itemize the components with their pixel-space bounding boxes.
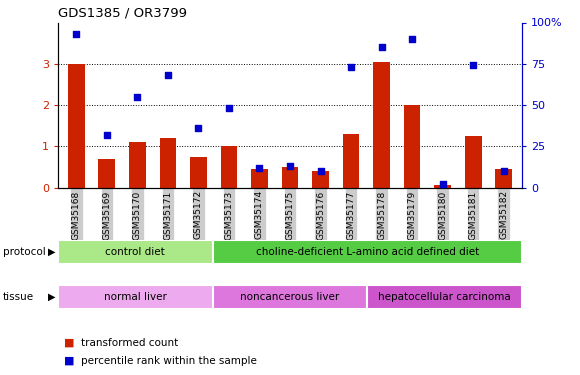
Text: normal liver: normal liver <box>104 292 167 302</box>
Point <box>499 168 508 174</box>
Bar <box>190 157 207 188</box>
Bar <box>312 171 329 188</box>
Bar <box>220 146 237 188</box>
Bar <box>465 136 481 188</box>
Bar <box>58 285 213 309</box>
Text: transformed count: transformed count <box>81 338 179 348</box>
Bar <box>343 134 360 188</box>
Point <box>469 62 478 68</box>
Bar <box>160 138 176 188</box>
Point <box>133 94 142 100</box>
Text: GDS1385 / OR3799: GDS1385 / OR3799 <box>58 7 187 20</box>
Text: ▶: ▶ <box>48 292 55 302</box>
Point <box>255 165 264 171</box>
Text: noncancerous liver: noncancerous liver <box>240 292 340 302</box>
Point <box>438 181 447 187</box>
Text: protocol: protocol <box>3 247 46 257</box>
Point <box>72 31 81 37</box>
Text: choline-deficient L-amino acid defined diet: choline-deficient L-amino acid defined d… <box>256 247 479 257</box>
Point <box>316 168 325 174</box>
Text: ▶: ▶ <box>48 247 55 257</box>
Point <box>163 72 172 78</box>
Bar <box>251 169 268 188</box>
Bar <box>282 167 298 188</box>
Bar <box>213 285 367 309</box>
Point <box>377 44 386 50</box>
Bar <box>213 240 522 264</box>
Bar <box>373 62 390 188</box>
Text: hepatocellular carcinoma: hepatocellular carcinoma <box>378 292 511 302</box>
Text: ■: ■ <box>64 356 74 366</box>
Point <box>194 125 203 131</box>
Bar <box>367 285 522 309</box>
Bar <box>404 105 420 188</box>
Text: tissue: tissue <box>3 292 34 302</box>
Bar <box>58 240 213 264</box>
Bar <box>99 159 115 188</box>
Bar <box>68 64 85 188</box>
Point <box>285 163 295 169</box>
Text: control diet: control diet <box>106 247 165 257</box>
Bar <box>129 142 146 188</box>
Text: percentile rank within the sample: percentile rank within the sample <box>81 356 257 366</box>
Point <box>102 132 111 138</box>
Point <box>224 105 234 111</box>
Bar <box>434 186 451 188</box>
Point <box>408 36 417 42</box>
Text: ■: ■ <box>64 338 74 348</box>
Bar <box>495 169 512 188</box>
Point <box>346 64 356 70</box>
